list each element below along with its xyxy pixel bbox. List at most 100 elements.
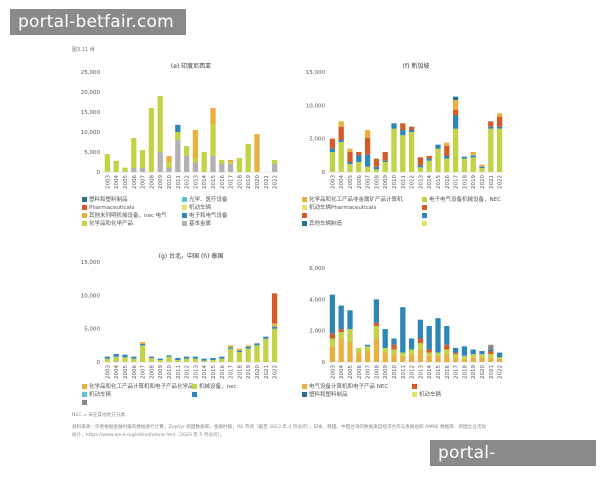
bar-segment bbox=[373, 158, 380, 167]
legend-swatch bbox=[422, 197, 427, 202]
bar-segment bbox=[271, 328, 278, 362]
x-tick-label: 2009 bbox=[158, 365, 164, 379]
bar-segment bbox=[338, 332, 344, 339]
legend-swatch bbox=[422, 205, 427, 210]
legend-bottom: 化学品和化工产品计算机和电子产品化学品 机械设备，nec 电气设备计算机和电子产品 … bbox=[82, 384, 522, 414]
legend-item: 电子电气设备机械设备，NEC bbox=[422, 197, 501, 204]
bar-segment bbox=[444, 158, 450, 172]
bar-segment bbox=[488, 357, 494, 362]
bar-segment bbox=[479, 166, 485, 168]
bar-segment bbox=[236, 352, 243, 362]
x-tick-label: 2008 bbox=[374, 365, 380, 379]
x-tick-label: 2009 bbox=[158, 175, 164, 189]
bar-segment bbox=[356, 347, 362, 353]
x-tick-label: 2014 bbox=[427, 175, 433, 189]
legend-item bbox=[302, 213, 309, 220]
bar-segment bbox=[347, 329, 353, 342]
bar-segment bbox=[479, 351, 485, 355]
bar-segment bbox=[488, 351, 494, 355]
bar-segment bbox=[227, 164, 234, 172]
bar-segment bbox=[479, 164, 485, 167]
x-tick-label: 2007 bbox=[141, 365, 147, 379]
x-tick-label: 2010 bbox=[167, 175, 173, 189]
bar-segment bbox=[329, 294, 336, 334]
legend-label: 电子和电气设备 bbox=[189, 213, 228, 219]
bar-segment bbox=[263, 338, 269, 362]
x-tick-label: 2008 bbox=[149, 365, 155, 379]
x-tick-label: 2010 bbox=[392, 365, 398, 379]
bar-segment bbox=[382, 160, 388, 162]
bar-segment bbox=[373, 169, 380, 172]
bar-segment bbox=[417, 343, 424, 350]
bar-segment bbox=[219, 160, 225, 164]
bar-segment bbox=[131, 358, 137, 362]
bar-segment bbox=[479, 354, 485, 358]
legend-swatch bbox=[182, 213, 187, 218]
x-tick-label: 2019 bbox=[471, 175, 477, 189]
bar-segment bbox=[201, 152, 207, 172]
x-tick-label: 2020 bbox=[480, 175, 486, 189]
bar-segment bbox=[175, 132, 181, 140]
legend-item: 机动车辆 bbox=[182, 205, 211, 212]
legend-label: Pharmaceuticals bbox=[89, 205, 135, 211]
bar-segment bbox=[470, 349, 476, 355]
bar-segment bbox=[166, 355, 172, 357]
x-tick-label: 2005 bbox=[348, 365, 354, 379]
bar-segment bbox=[347, 162, 353, 164]
bar-segment bbox=[417, 157, 424, 166]
bar-segment bbox=[391, 338, 397, 345]
bar-segment bbox=[364, 130, 371, 138]
x-tick-label: 2003 bbox=[330, 365, 336, 379]
bar-segment bbox=[470, 354, 476, 358]
legend-item: Pharmaceuticals bbox=[82, 205, 134, 212]
bar-segment bbox=[254, 134, 260, 172]
bar-segment bbox=[122, 167, 128, 172]
bar-segment bbox=[338, 329, 344, 333]
bar-segment bbox=[426, 355, 432, 362]
bar-segment bbox=[364, 351, 371, 362]
bar-segment bbox=[139, 344, 146, 346]
bar-segment bbox=[391, 344, 397, 350]
bar-segment bbox=[245, 346, 251, 349]
bar-segment bbox=[139, 168, 146, 172]
bar-segment bbox=[113, 160, 119, 172]
bar-segment bbox=[435, 355, 441, 362]
bar-segment bbox=[452, 115, 459, 129]
bar-segment bbox=[444, 146, 450, 156]
legend-swatch bbox=[302, 221, 307, 226]
bar-segment bbox=[373, 325, 380, 339]
bar-segment bbox=[400, 135, 406, 172]
x-tick-label: 2010 bbox=[167, 365, 173, 379]
legend-swatch bbox=[422, 221, 427, 226]
bar-segment bbox=[444, 344, 450, 350]
bar-segment bbox=[139, 150, 146, 168]
bar-segment bbox=[444, 142, 450, 146]
x-tick-label: 2022 bbox=[273, 175, 279, 189]
bar-segment bbox=[347, 310, 353, 330]
bar-segment bbox=[166, 162, 172, 168]
bar-segment bbox=[356, 152, 362, 156]
bar-segment bbox=[192, 162, 199, 172]
y-tick-label: 15,000 bbox=[81, 260, 101, 266]
legend-label: 机动车辆 bbox=[419, 392, 442, 398]
legend-item bbox=[422, 205, 429, 212]
x-tick-label: 2004 bbox=[339, 365, 345, 379]
x-tick-label: 2012 bbox=[410, 365, 416, 379]
bar-segment bbox=[426, 160, 432, 172]
bar-segment bbox=[496, 116, 503, 127]
x-tick-label: 2020 bbox=[480, 365, 486, 379]
bar-segment bbox=[452, 352, 459, 355]
bar-segment bbox=[444, 156, 450, 159]
x-tick-label: 2013 bbox=[193, 175, 199, 189]
x-tick-label: 2011 bbox=[401, 175, 407, 189]
bar-segment bbox=[496, 126, 503, 129]
bar-segment bbox=[488, 349, 494, 352]
bar-segment bbox=[488, 121, 494, 127]
bar-segment bbox=[408, 132, 415, 172]
bar-segment bbox=[435, 144, 441, 149]
x-tick-label: 2015 bbox=[436, 175, 442, 189]
x-tick-label: 2018 bbox=[462, 175, 468, 189]
legend-label: 机械设备，nec bbox=[199, 384, 237, 390]
bar-segment bbox=[461, 358, 468, 362]
bar-segment bbox=[417, 167, 424, 172]
